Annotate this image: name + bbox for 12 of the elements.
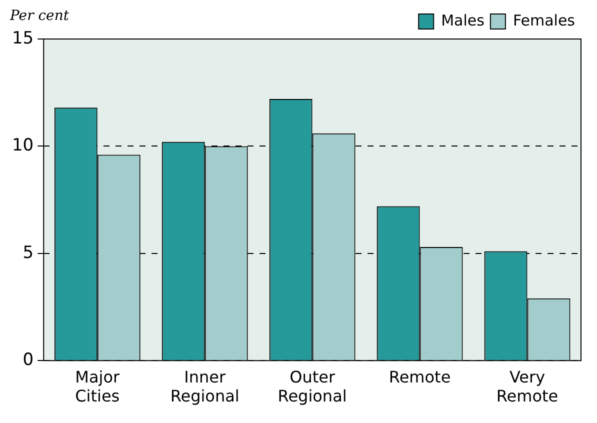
x-tick-label: Very Remote <box>496 367 558 406</box>
x-tick-label: Outer Regional <box>278 367 347 406</box>
y-tick-label: 0 <box>22 350 34 370</box>
x-tick-label: Inner Regional <box>170 367 240 406</box>
legend-label: Females <box>512 11 576 30</box>
x-tick-label: Major Cities <box>75 367 120 406</box>
x-tick-label: Remote <box>388 367 451 386</box>
y-tick-label: 5 <box>22 242 34 263</box>
legend-label: Males <box>441 11 485 30</box>
y-tick-label: 10 <box>12 136 34 156</box>
y-axis-title: Per cent <box>10 8 69 24</box>
y-tick-label: 15 <box>12 28 34 48</box>
